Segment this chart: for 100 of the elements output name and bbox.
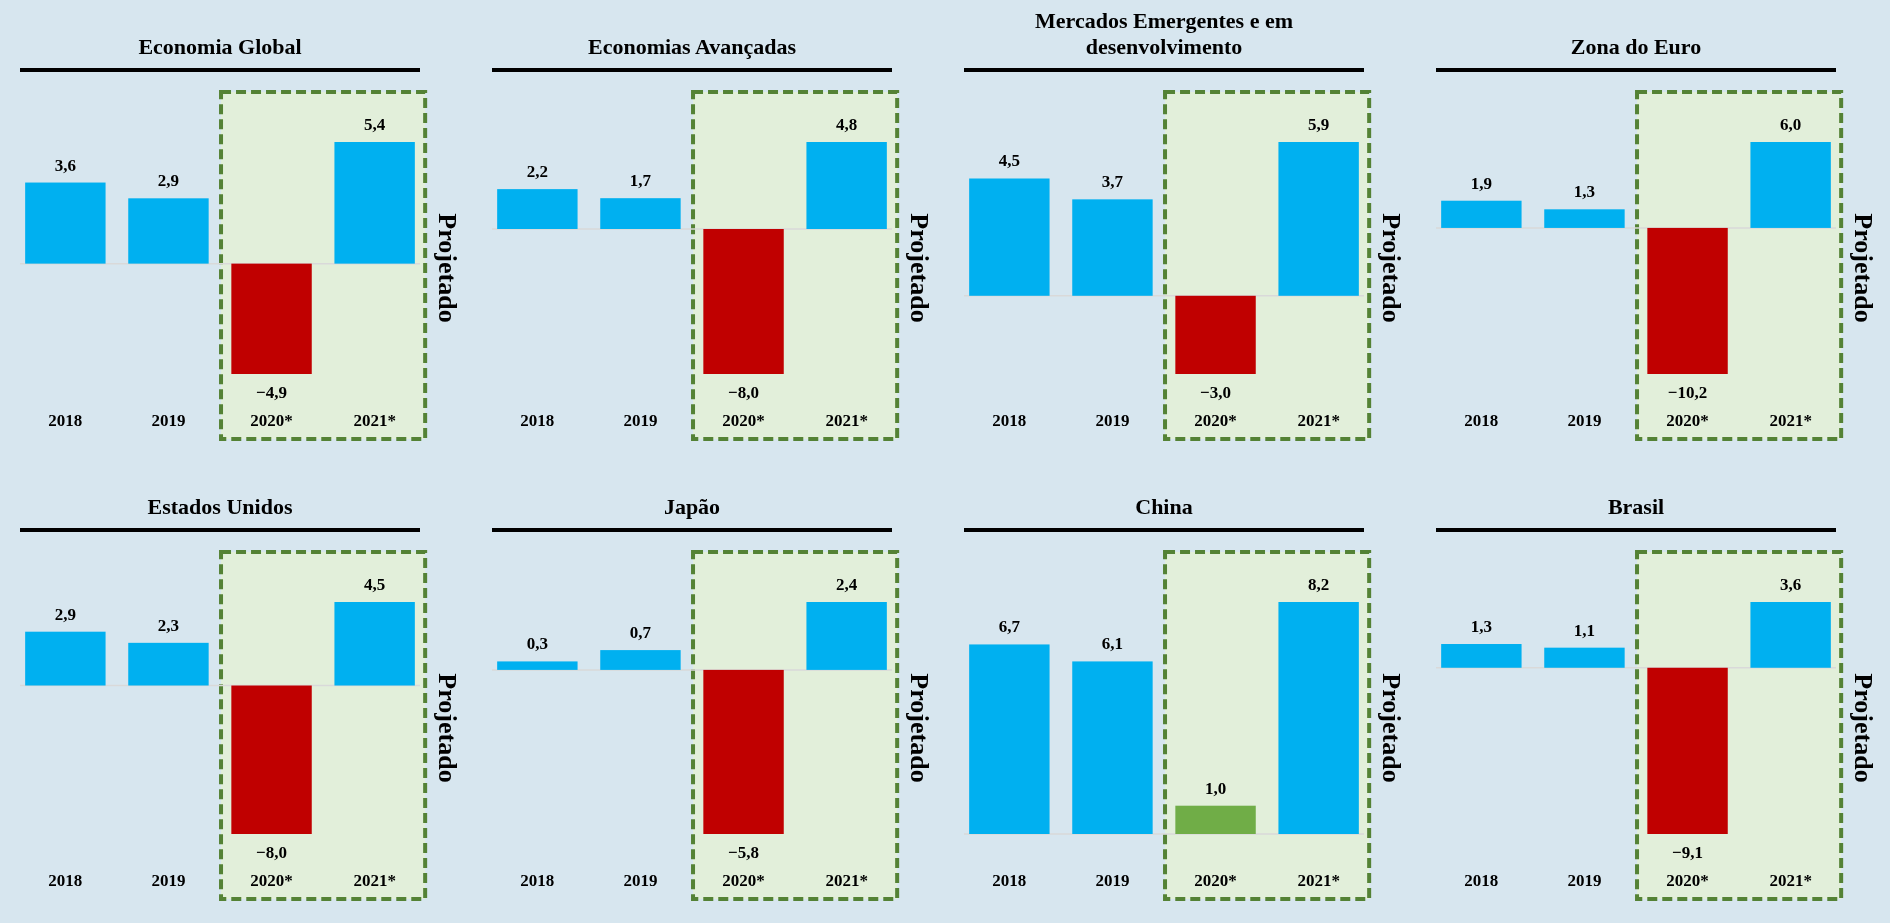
x-tick-label: 2019: [623, 871, 658, 890]
bar: [1441, 200, 1522, 228]
chart-title: Brasil: [1607, 494, 1665, 519]
data-label: 4,5: [364, 575, 386, 594]
data-label: 1,9: [1470, 173, 1492, 193]
x-tick-label: 2018: [1464, 871, 1499, 890]
x-tick-label: 2021*: [1297, 411, 1340, 430]
chart-title: Economia Global: [138, 34, 302, 59]
x-tick-label: 2019: [1095, 411, 1130, 430]
x-tick-label: 2021*: [825, 871, 868, 890]
data-label: 3,6: [1780, 575, 1802, 594]
x-tick-label: 2020*: [722, 871, 765, 890]
data-label: 3,7: [1101, 172, 1124, 192]
band-label: Projetado: [1377, 213, 1407, 323]
x-tick-label: 2018: [992, 871, 1027, 890]
x-tick-label: 2019: [1567, 411, 1602, 430]
x-tick-label: 2018: [520, 871, 555, 890]
x-tick-label: 2020*: [250, 871, 293, 890]
x-tick-label: 2019: [151, 411, 186, 430]
bar: [600, 650, 681, 670]
data-label: 1,3: [1470, 617, 1492, 637]
data-label: 0,3: [526, 634, 548, 654]
bar: [25, 631, 106, 686]
bar: [806, 142, 887, 229]
bar: [1175, 805, 1256, 834]
bar: [1441, 644, 1522, 668]
x-tick-label: 2019: [1567, 871, 1602, 890]
chart-title: Mercados Emergentes e em desenvolvimento: [1035, 8, 1293, 59]
data-label: 4,5: [998, 151, 1020, 171]
bar: [1544, 209, 1625, 228]
x-tick-label: 2020*: [1194, 411, 1237, 430]
data-label: −8,0: [728, 383, 760, 402]
data-label: 6,1: [1101, 634, 1124, 654]
bar: [1750, 602, 1831, 668]
x-tick-label: 2020*: [1666, 411, 1709, 430]
bar: [969, 178, 1050, 296]
data-label: 0,7: [629, 623, 652, 643]
data-label: 5,9: [1308, 115, 1330, 134]
bar: [1072, 661, 1153, 834]
data-label: 2,9: [54, 604, 76, 624]
bar: [806, 602, 887, 670]
x-tick-label: 2021*: [353, 411, 396, 430]
x-tick-label: 2019: [1095, 871, 1130, 890]
bar: [1544, 647, 1625, 668]
data-label: −8,0: [256, 843, 288, 862]
bar: [703, 669, 784, 834]
data-label: 6,7: [998, 617, 1021, 637]
x-tick-label: 2018: [48, 411, 83, 430]
bar: [969, 644, 1050, 834]
bar: [334, 142, 415, 264]
data-label: −10,2: [1667, 383, 1708, 402]
x-tick-label: 2021*: [1297, 871, 1340, 890]
data-label: −3,0: [1200, 383, 1232, 402]
x-tick-label: 2020*: [250, 411, 293, 430]
x-tick-label: 2021*: [353, 871, 396, 890]
data-label: −5,8: [728, 843, 760, 862]
data-label: 1,0: [1204, 778, 1227, 798]
band-label: Projetado: [905, 673, 935, 783]
band-label: Projetado: [905, 213, 935, 323]
chart-title: Estados Unidos: [147, 494, 293, 519]
data-label: 2,2: [526, 162, 548, 182]
x-tick-label: 2021*: [1769, 411, 1812, 430]
x-tick-label: 2018: [520, 411, 555, 430]
data-label: 1,7: [629, 171, 652, 191]
x-tick-label: 2019: [623, 411, 658, 430]
data-label: −9,1: [1672, 843, 1704, 862]
band-label: Projetado: [1849, 673, 1879, 783]
bar: [231, 263, 312, 374]
band-label: Projetado: [1849, 213, 1879, 323]
band-label: Projetado: [433, 673, 463, 783]
data-label: 4,8: [836, 115, 858, 134]
data-label: −4,9: [256, 383, 288, 402]
data-label: 2,9: [157, 171, 180, 191]
band-label: Projetado: [1377, 673, 1407, 783]
bar: [497, 189, 578, 229]
band-label: Projetado: [433, 213, 463, 323]
x-tick-label: 2020*: [722, 411, 765, 430]
data-label: 5,4: [364, 115, 386, 134]
x-tick-label: 2019: [151, 871, 186, 890]
bar: [600, 198, 681, 229]
bar: [1278, 142, 1359, 296]
bar: [1647, 227, 1728, 374]
bar: [1072, 199, 1153, 296]
x-tick-label: 2021*: [825, 411, 868, 430]
bar: [128, 198, 209, 264]
data-label: 2,3: [157, 615, 180, 635]
bar: [1750, 142, 1831, 228]
bar: [497, 661, 578, 670]
x-tick-label: 2018: [1464, 411, 1499, 430]
data-label: 1,3: [1573, 182, 1596, 202]
x-tick-label: 2018: [48, 871, 83, 890]
bar: [1647, 667, 1728, 834]
bar: [231, 685, 312, 834]
x-tick-label: 2018: [992, 411, 1027, 430]
x-tick-label: 2020*: [1194, 871, 1237, 890]
chart-title: Zona do Euro: [1570, 34, 1702, 59]
bar: [1278, 602, 1359, 834]
data-label: 3,6: [54, 155, 76, 175]
chart-title: Economias Avançadas: [587, 34, 797, 59]
bar: [334, 602, 415, 686]
